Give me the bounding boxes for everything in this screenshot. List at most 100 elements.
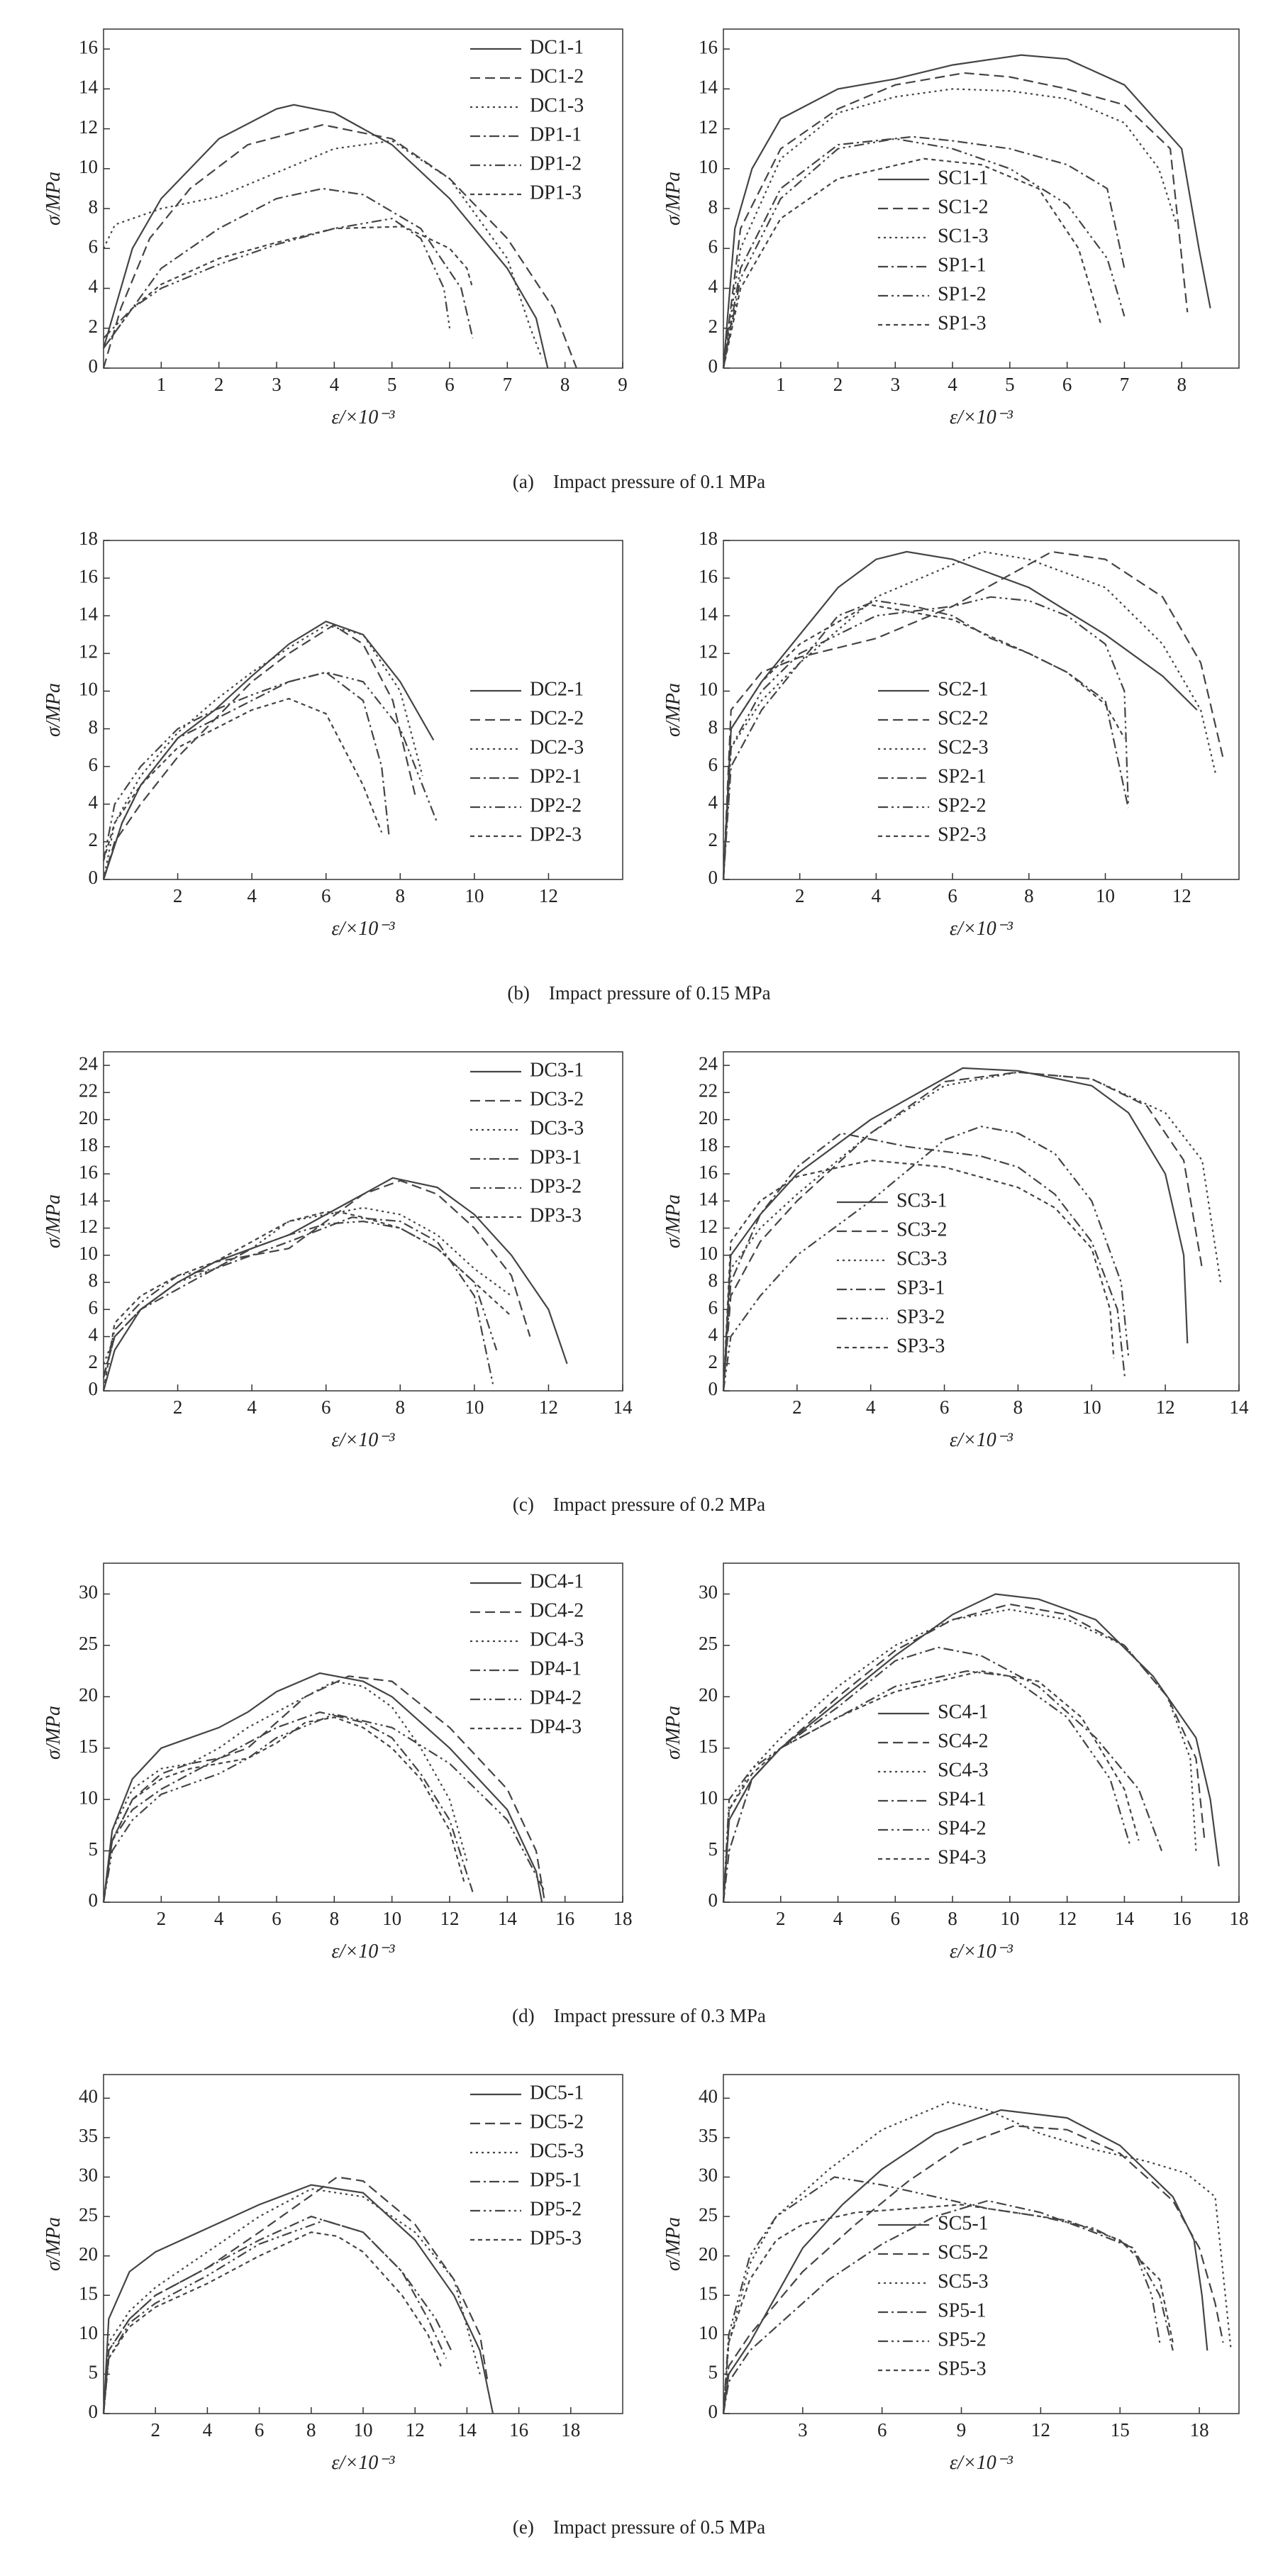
x-tick-label: 15 (1111, 2419, 1130, 2441)
legend-label: SP2-1 (938, 765, 986, 787)
data-line (722, 1159, 1115, 1392)
x-axis-label: ε/×10⁻³ (332, 406, 395, 428)
x-tick-label: 6 (321, 1397, 331, 1418)
y-tick-label: 8 (89, 716, 99, 738)
y-tick-label: 10 (699, 1243, 718, 1264)
legend-label: DP2-1 (530, 765, 582, 787)
data-line (722, 72, 1189, 369)
y-axis-label: σ/MPa (43, 1194, 65, 1248)
y-tick-label: 8 (709, 196, 718, 217)
y-tick-label: 18 (79, 1134, 98, 1155)
x-tick-label: 16 (555, 1908, 574, 1929)
x-tick-label: 14 (613, 1397, 633, 1418)
y-axis-label: σ/MPa (662, 1194, 684, 1248)
x-tick-label: 18 (1230, 1908, 1249, 1929)
y-tick-label: 2 (709, 829, 718, 850)
y-tick-label: 40 (699, 2086, 718, 2107)
legend-label: SP1-1 (938, 254, 986, 276)
x-tick-label: 7 (503, 374, 513, 395)
y-tick-label: 4 (89, 792, 99, 813)
x-tick-label: 2 (150, 2419, 160, 2441)
x-tick-label: 4 (247, 1397, 257, 1418)
data-line (722, 1132, 1126, 1392)
data-line (103, 140, 543, 359)
x-tick-label: 10 (465, 885, 484, 906)
legend-label: DC5-2 (530, 2111, 584, 2133)
y-tick-label: 4 (89, 276, 99, 297)
legend-label: DC3-1 (530, 1059, 584, 1081)
y-tick-label: 20 (79, 2243, 98, 2265)
legend-label: DP1-2 (530, 152, 582, 174)
x-tick-label: 4 (203, 2419, 213, 2441)
data-line (722, 54, 1211, 369)
y-tick-label: 30 (79, 2165, 98, 2186)
y-tick-label: 25 (79, 1633, 98, 1654)
y-tick-label: 5 (709, 1838, 718, 1860)
x-tick-label: 9 (618, 374, 628, 395)
legend-label: SC3-1 (896, 1189, 948, 1211)
x-tick-label: 12 (1156, 1397, 1175, 1418)
y-tick-label: 10 (699, 1787, 718, 1808)
y-tick-label: 6 (89, 235, 99, 257)
data-line (722, 135, 1126, 369)
y-tick-label: 14 (79, 77, 99, 98)
y-tick-label: 14 (699, 1189, 718, 1210)
x-tick-label: 18 (613, 1908, 633, 1929)
x-tick-label: 12 (440, 1908, 460, 1929)
plot-frame (103, 540, 623, 880)
chart: 0 5 10 15 20 25 30 35 40 2 4 6 8 10 12 14 16 18 ε/×10⁻³ σ/M… (43, 2074, 623, 2474)
data-line (102, 1220, 498, 1378)
legend-label: SP4-3 (938, 1846, 986, 1868)
legend-label: DP4-2 (530, 1687, 582, 1709)
legend-label: DC5-3 (530, 2140, 584, 2162)
y-tick-label: 2 (89, 829, 99, 850)
legend-label: SP3-3 (896, 1335, 945, 1357)
legend-label: SP4-1 (938, 1788, 986, 1810)
legend: SC5-1 SC5-2 SC5-3 SP5-1 SP5-2 SP5-3 (878, 2212, 989, 2380)
legend-label: SP3-1 (896, 1277, 945, 1299)
y-tick-label: 20 (699, 2243, 718, 2265)
y-tick-label: 22 (79, 1080, 98, 1101)
data-line (722, 157, 1103, 369)
y-axis-label: σ/MPa (43, 2217, 65, 2271)
legend-label: SC5-3 (938, 2270, 989, 2292)
data-line (102, 620, 435, 880)
chart: 0 2 4 6 8 10 12 14 16 18 2 4 6 8 10 12 ε/×10⁻³ σ/MPa SC2-1… (662, 528, 1240, 940)
plot-frame (103, 1562, 623, 1903)
x-tick-label: 12 (539, 885, 558, 906)
x-tick-label: 6 (255, 2419, 265, 2441)
x-tick-label: 10 (465, 1397, 484, 1418)
legend-label: DP2-2 (530, 794, 582, 816)
y-tick-label: 16 (699, 565, 718, 587)
y-tick-label: 10 (79, 156, 98, 177)
y-tick-label: 0 (709, 1889, 718, 1911)
x-tick-label: 14 (498, 1908, 518, 1929)
data-line (102, 104, 549, 369)
legend-label: SC5-2 (938, 2241, 989, 2263)
legend-label: DC4-1 (530, 1570, 584, 1592)
legend: DC4-1 DC4-2 DC4-3 DP4-1 DP4-2 DP4-3 (470, 1570, 584, 1738)
y-tick-label: 20 (699, 1684, 718, 1706)
x-tick-label: 2 (776, 1908, 786, 1929)
x-tick-label: 10 (354, 2419, 373, 2441)
y-tick-label: 8 (709, 716, 718, 738)
y-tick-label: 20 (79, 1684, 98, 1706)
plot-frame (723, 1051, 1240, 1392)
x-tick-label: 3 (798, 2419, 808, 2441)
legend-label: DP3-3 (530, 1204, 582, 1226)
x-tick-label: 12 (1031, 2419, 1050, 2441)
data-line (102, 1716, 465, 1903)
x-tick-label: 6 (272, 1908, 282, 1929)
legend-label: DP1-3 (530, 182, 582, 204)
y-tick-label: 25 (699, 2204, 718, 2225)
y-tick-label: 6 (709, 235, 718, 257)
data-line (722, 1670, 1131, 1903)
data-line (722, 2204, 1174, 2414)
y-tick-label: 6 (89, 754, 99, 775)
legend: DC3-1 DC3-2 DC3-3 DP3-1 DP3-2 DP3-3 (470, 1059, 584, 1226)
data-line (722, 2125, 1224, 2414)
caption: (a) Impact pressure of 0.1 MPa (513, 471, 765, 492)
plot-frame (723, 28, 1240, 369)
